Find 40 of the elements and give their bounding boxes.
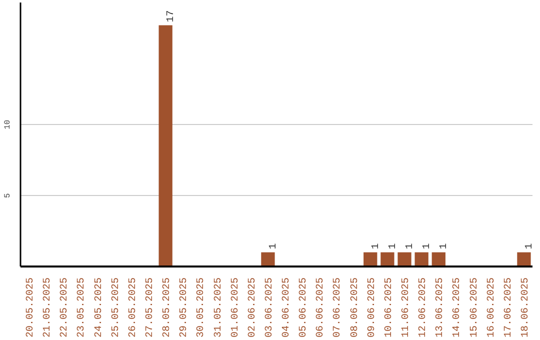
x-tick-label: 09.06.2025: [366, 277, 378, 338]
x-tick-label: 08.06.2025: [350, 277, 361, 338]
data-label: 1: [370, 243, 382, 250]
x-tick-label: 12.06.2025: [418, 277, 430, 338]
x-tick-label: 25.05.2025: [110, 277, 122, 338]
data-label: 1: [439, 243, 450, 250]
x-tick-label: 30.05.2025: [196, 277, 208, 338]
data-label: 1: [422, 243, 434, 250]
x-tick-label: 17.06.2025: [503, 277, 514, 338]
y-tick-label: 10: [4, 120, 12, 130]
x-tick-label: 05.06.2025: [298, 277, 310, 338]
x-tick-label: 26.05.2025: [128, 277, 139, 338]
x-tick-label: 23.05.2025: [76, 277, 88, 338]
x-tick-label: 22.05.2025: [60, 277, 71, 338]
x-tick-label: 21.05.2025: [42, 277, 54, 338]
x-tick-label: 03.06.2025: [264, 277, 276, 338]
x-tick-label: 11.06.2025: [401, 277, 412, 338]
data-label: 17: [166, 10, 178, 22]
x-tick-label: 02.06.2025: [247, 277, 258, 338]
y-tick-label: 5: [4, 192, 12, 198]
x-tick-label: 13.06.2025: [435, 277, 446, 338]
x-tick-label: 28.05.2025: [162, 277, 174, 338]
x-tick-label: 31.05.2025: [213, 277, 224, 338]
x-tick-label: 07.06.2025: [332, 277, 344, 338]
data-label: 1: [405, 243, 416, 250]
x-tick-label: 10.06.2025: [384, 277, 395, 338]
x-tick-label: 29.05.2025: [179, 277, 190, 338]
data-label: 1: [268, 243, 280, 250]
x-tick-label: 18.06.2025: [520, 277, 532, 338]
x-tick-label: 14.06.2025: [452, 277, 464, 338]
x-tick-label: 24.05.2025: [94, 277, 105, 338]
x-tick-label: 04.06.2025: [282, 277, 293, 338]
data-label: 1: [524, 243, 536, 250]
x-tick-label: 20.05.2025: [26, 277, 37, 338]
x-tick-label: 16.06.2025: [486, 277, 498, 338]
data-label: 1: [388, 243, 399, 250]
x-tick-label: 01.06.2025: [230, 277, 242, 338]
x-tick-label: 06.06.2025: [316, 277, 327, 338]
x-tick-label: 27.05.2025: [145, 277, 156, 338]
x-tick-label: 15.06.2025: [469, 277, 480, 338]
